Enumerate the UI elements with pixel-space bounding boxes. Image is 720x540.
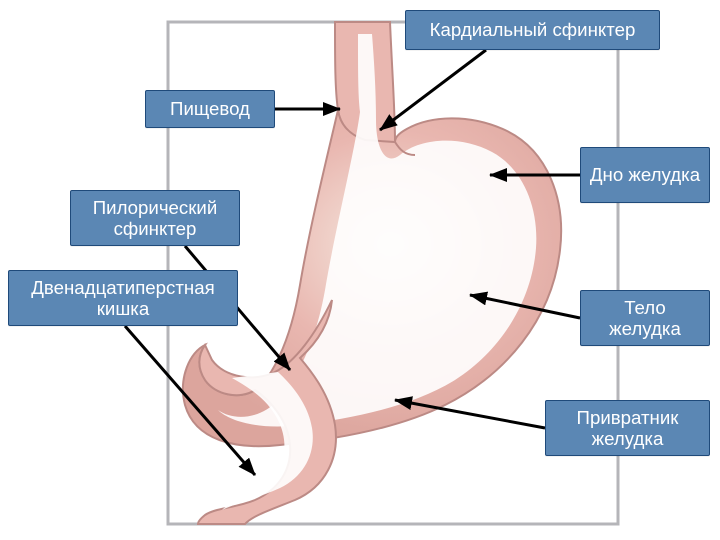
label-esophagus: Пищевод — [145, 90, 275, 128]
label-fundus: Дно желудка — [580, 147, 710, 203]
label-pyloric-sphincter: Пилорический сфинктер — [70, 190, 240, 246]
label-cardiac-sphincter: Кардиальный сфинктер — [405, 10, 660, 50]
diagram-canvas: Кардиальный сфинктер Пищевод Дно желудка… — [0, 0, 720, 540]
label-body: Тело желудка — [580, 290, 710, 346]
label-duodenum: Двенадцатиперстная кишка — [8, 270, 238, 326]
label-pylorus: Привратник желудка — [545, 400, 710, 456]
